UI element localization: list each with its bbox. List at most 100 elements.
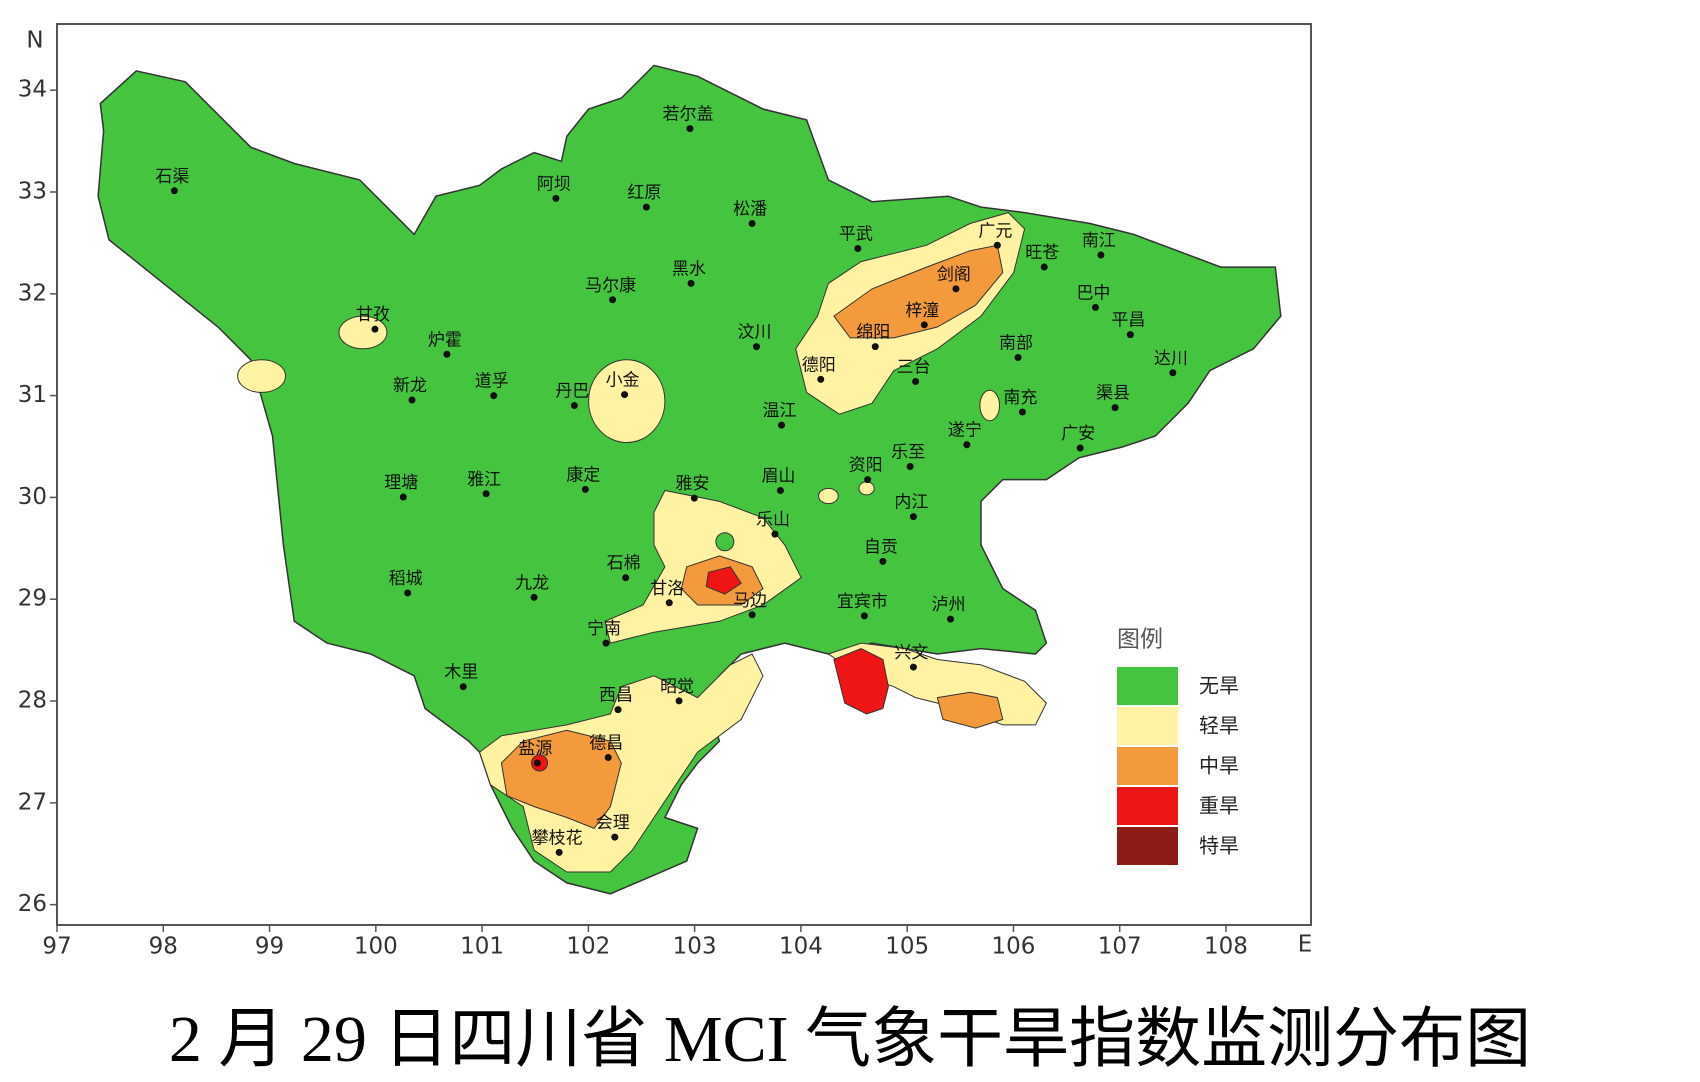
x-tick-label: 105 [885, 934, 929, 960]
city-dot [1111, 404, 1119, 412]
city-dot [687, 279, 695, 287]
city-label: 资阳 [849, 456, 883, 476]
city-label: 雅安 [675, 474, 709, 494]
city-dot [170, 187, 178, 195]
legend-label: 中旱 [1199, 754, 1239, 778]
city-dot [459, 683, 467, 691]
city-dot [604, 754, 612, 762]
city-label: 德阳 [802, 355, 836, 375]
city-label: 旺苍 [1025, 243, 1059, 263]
city-dot [570, 401, 578, 409]
city-dot [817, 375, 825, 383]
x-tick-label: 98 [149, 934, 178, 960]
city-dot [490, 392, 498, 400]
legend-swatch [1117, 787, 1178, 825]
x-tick-label: 101 [460, 934, 504, 960]
city-dot [404, 589, 412, 597]
city-label: 平昌 [1111, 311, 1145, 331]
y-tick-label: 28 [18, 688, 47, 714]
legend-swatch [1117, 747, 1178, 785]
legend-swatch [1117, 667, 1178, 705]
city-label: 遂宁 [948, 421, 982, 441]
city-label: 西昌 [599, 686, 633, 706]
y-tick-label: 30 [18, 484, 47, 510]
city-label: 兴文 [894, 643, 928, 663]
legend-label: 无旱 [1199, 674, 1239, 698]
y-tick-label: 32 [18, 280, 47, 306]
city-label: 九龙 [515, 573, 549, 593]
city-label: 甘孜 [356, 305, 390, 325]
city-dot [609, 296, 617, 304]
city-dot [552, 194, 560, 202]
city-label: 石渠 [155, 167, 189, 187]
city-dot [879, 557, 887, 565]
x-tick-label: 102 [566, 934, 610, 960]
city-label: 石棉 [607, 554, 641, 574]
city-dot [909, 513, 917, 521]
x-axis-label: E [1298, 932, 1313, 958]
drought-zone [979, 389, 1001, 422]
city-label: 温江 [763, 401, 797, 421]
city-dot [675, 697, 683, 705]
city-dot [686, 125, 694, 133]
y-tick-label: 27 [18, 789, 47, 815]
map-title: 2 月 29 日四川省 MCI 气象干旱指数监测分布图 [169, 1003, 1531, 1076]
x-tick-label: 99 [255, 934, 284, 960]
city-dot [665, 599, 673, 607]
drought-zone [833, 244, 1004, 339]
city-label: 红原 [627, 183, 661, 203]
city-label: 炉霍 [428, 330, 462, 350]
drought-zone [705, 566, 742, 595]
x-tick-label: 100 [354, 934, 398, 960]
drought-zone [237, 359, 287, 393]
legend-label: 轻旱 [1199, 714, 1239, 738]
drought-zone [500, 729, 622, 830]
city-label: 绵阳 [856, 323, 890, 343]
city-label: 宜宾市 [837, 592, 888, 612]
legend-swatch [1117, 707, 1178, 745]
city-label: 康定 [566, 465, 600, 485]
city-dot [920, 321, 928, 329]
drought-zone [338, 315, 388, 350]
city-dot [993, 241, 1001, 249]
city-dot [530, 593, 538, 601]
y-tick-label: 33 [18, 178, 47, 204]
city-label: 内江 [894, 493, 928, 513]
city-label: 渠县 [1096, 384, 1130, 404]
y-tick-label: 26 [18, 891, 47, 917]
city-dot [581, 485, 589, 493]
city-dot [963, 441, 971, 449]
city-dot [1076, 444, 1084, 452]
city-label: 稻城 [389, 569, 423, 589]
city-dot [1169, 369, 1177, 377]
drought-zone [715, 532, 735, 552]
city-label: 马边 [733, 591, 767, 611]
city-dot [854, 245, 862, 253]
city-dot [771, 530, 779, 538]
city-dot [1040, 263, 1048, 271]
y-tick-label: 29 [18, 586, 47, 612]
y-axis-label: N [26, 28, 43, 54]
city-label: 南部 [999, 334, 1033, 354]
city-label: 泸州 [931, 595, 965, 615]
drought-zone [818, 487, 839, 505]
city-label: 巴中 [1076, 283, 1110, 303]
city-label: 广元 [978, 221, 1012, 241]
city-label: 雅江 [467, 470, 501, 490]
city-dot [871, 343, 879, 351]
city-label: 广安 [1061, 424, 1095, 444]
city-label: 眉山 [761, 467, 795, 487]
drought-zone [833, 648, 889, 715]
x-tick-label: 97 [42, 934, 71, 960]
city-label: 木里 [444, 663, 478, 683]
city-dot [1091, 303, 1099, 311]
city-label: 汶川 [737, 323, 771, 343]
city-label: 马尔康 [585, 276, 636, 296]
city-label: 梓潼 [905, 301, 939, 321]
city-label: 三台 [897, 358, 931, 378]
legend-label: 重旱 [1199, 794, 1239, 818]
city-label: 剑阁 [937, 265, 971, 285]
city-label: 会理 [596, 813, 630, 833]
city-dot [371, 325, 379, 333]
